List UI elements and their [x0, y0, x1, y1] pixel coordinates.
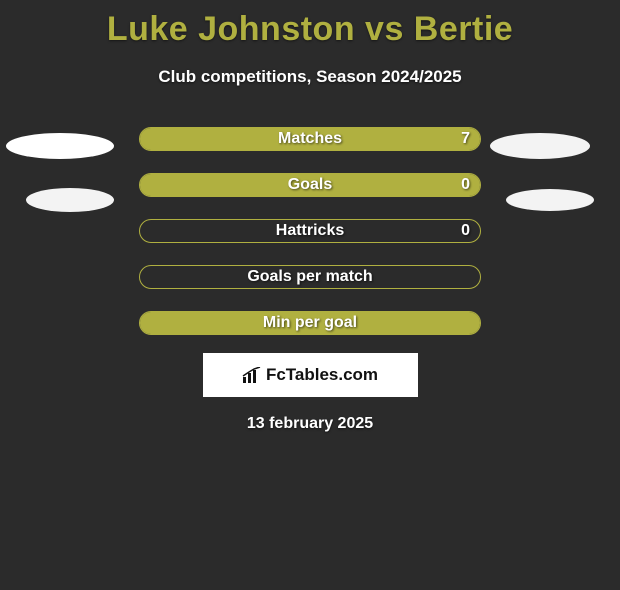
- decorative-ellipse: [6, 133, 114, 159]
- stat-row-hattricks: Hattricks 0: [139, 219, 481, 243]
- brand-box[interactable]: FcTables.com: [203, 353, 418, 397]
- stat-row-matches: Matches 7: [139, 127, 481, 151]
- decorative-ellipse: [490, 133, 590, 159]
- page-title: Luke Johnston vs Bertie: [0, 10, 620, 49]
- stat-label: Goals: [288, 176, 332, 194]
- date-label: 13 february 2025: [0, 415, 620, 433]
- stat-label: Hattricks: [276, 222, 344, 240]
- chart-icon: [242, 367, 262, 383]
- stat-row-goals: Goals 0: [139, 173, 481, 197]
- stat-value: 7: [461, 130, 470, 148]
- stat-label: Goals per match: [247, 268, 372, 286]
- brand-label: FcTables.com: [242, 365, 378, 385]
- decorative-ellipse: [26, 188, 114, 212]
- stat-row-goals-per-match: Goals per match: [139, 265, 481, 289]
- stat-label: Matches: [278, 130, 342, 148]
- brand-text: FcTables.com: [266, 365, 378, 385]
- stat-value: 0: [461, 176, 470, 194]
- stat-value: 0: [461, 222, 470, 240]
- stat-label: Min per goal: [263, 314, 357, 332]
- decorative-ellipse: [506, 189, 594, 211]
- stat-row-min-per-goal: Min per goal: [139, 311, 481, 335]
- subtitle: Club competitions, Season 2024/2025: [0, 67, 620, 87]
